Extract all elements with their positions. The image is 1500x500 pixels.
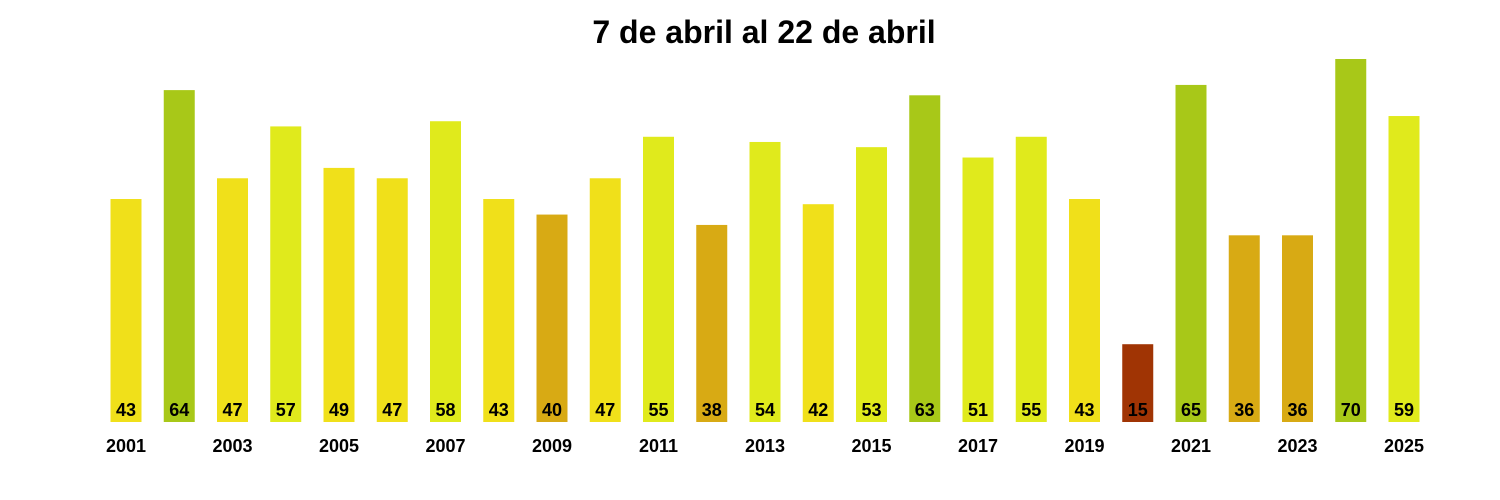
- value-label-2021: 65: [1181, 400, 1201, 420]
- bars-group: [110, 59, 1420, 423]
- bar-2003: [217, 178, 248, 422]
- bar-2001: [110, 199, 142, 422]
- value-label-2019: 43: [1074, 400, 1094, 420]
- value-label-2004: 57: [276, 400, 296, 420]
- bar-2012: [696, 224, 728, 422]
- value-label-2002: 64: [169, 400, 189, 420]
- value-label-2012: 38: [702, 400, 722, 420]
- bar-2007: [430, 121, 461, 422]
- value-label-2025: 59: [1394, 400, 1414, 420]
- bar-2002: [163, 90, 195, 423]
- value-label-2020: 15: [1128, 400, 1148, 420]
- bar-2025: [1388, 116, 1420, 422]
- bar-2015: [856, 147, 887, 422]
- value-label-2013: 54: [755, 400, 775, 420]
- bar-2006: [376, 178, 408, 422]
- bar-2014: [802, 204, 834, 422]
- x-tick-label-2009: 2009: [532, 436, 572, 456]
- value-label-2006: 47: [382, 400, 402, 420]
- x-tick-label-2023: 2023: [1277, 436, 1317, 456]
- value-labels-group: 43 64 47 57 49 47 58 43 40 47 55 38 54 42 53 63 51 55 43 15…: [116, 400, 1414, 420]
- value-label-2003: 47: [222, 400, 242, 420]
- value-label-2005: 49: [329, 400, 349, 420]
- bar-2013: [749, 141, 781, 422]
- bar-2020: [1122, 344, 1154, 422]
- x-axis-ticks: 2001 2003 2005 2007 2009 2011 2013 2015 2017 2019…: [106, 436, 1424, 456]
- value-label-2023: 36: [1287, 400, 1307, 420]
- bar-2008: [483, 199, 515, 422]
- x-tick-label-2003: 2003: [212, 436, 252, 456]
- value-label-2017: 51: [968, 400, 988, 420]
- x-tick-label-2005: 2005: [319, 436, 359, 456]
- x-tick-label-2015: 2015: [851, 436, 891, 456]
- bar-2004: [270, 126, 302, 422]
- x-tick-label-2007: 2007: [425, 436, 465, 456]
- bar-2024: [1335, 59, 1367, 422]
- x-tick-label-2001: 2001: [106, 436, 146, 456]
- x-tick-label-2017: 2017: [958, 436, 998, 456]
- x-tick-label-2025: 2025: [1384, 436, 1424, 456]
- bar-2005: [323, 167, 355, 422]
- value-label-2016: 63: [915, 400, 935, 420]
- value-label-2001: 43: [116, 400, 136, 420]
- bar-2018: [1015, 136, 1047, 423]
- x-tick-label-2021: 2021: [1171, 436, 1211, 456]
- bar-2009: [536, 214, 568, 422]
- value-label-2018: 55: [1021, 400, 1041, 420]
- value-label-2009: 40: [542, 400, 562, 420]
- chart-title: 7 de abril al 22 de abril: [592, 14, 935, 50]
- bar-2010: [589, 178, 621, 422]
- value-label-2024: 70: [1341, 400, 1361, 420]
- bar-2011: [643, 136, 674, 423]
- value-label-2010: 47: [595, 400, 615, 420]
- bar-2019: [1069, 199, 1100, 422]
- bar-2016: [909, 95, 941, 423]
- value-label-2014: 42: [808, 400, 828, 420]
- x-tick-label-2013: 2013: [745, 436, 785, 456]
- x-tick-label-2019: 2019: [1064, 436, 1104, 456]
- bar-2022: [1228, 235, 1260, 422]
- bar-2023: [1282, 235, 1313, 422]
- bar-2021: [1175, 84, 1207, 423]
- value-label-2015: 53: [861, 400, 881, 420]
- bar-2017: [962, 157, 994, 422]
- value-label-2008: 43: [489, 400, 509, 420]
- value-label-2022: 36: [1234, 400, 1254, 420]
- value-label-2007: 58: [435, 400, 455, 420]
- value-label-2011: 55: [648, 400, 668, 420]
- x-tick-label-2011: 2011: [639, 436, 678, 456]
